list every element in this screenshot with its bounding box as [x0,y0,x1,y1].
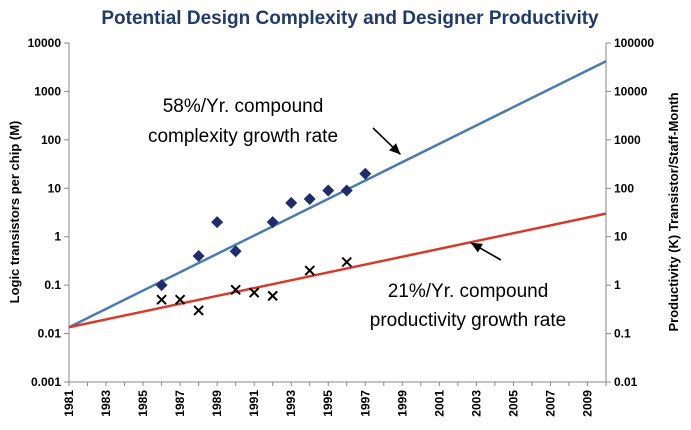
annotation-text: 21%/Yr. compound [388,281,549,302]
x-tick-label: 1995 [321,390,335,417]
y-tick-label-right: 0.01 [614,375,638,389]
x-point [230,284,241,296]
x-point [193,305,204,316]
x-tick-label: 1989 [210,390,224,417]
y-tick-label-right: 1 [614,278,621,292]
y-tick-label-right: 1000 [614,133,641,147]
y-tick-label-right: 0.1 [614,327,631,341]
y-tick-label-right: 10000 [614,84,648,98]
x-tick-label: 1981 [62,390,76,417]
annotation-arrow-head [389,143,401,155]
x-tick-label: 1985 [136,390,150,417]
x-tick-label: 2001 [432,390,446,417]
diamond-point [359,167,372,180]
y-axis-title-right: Productivity (K) Transistor/Staff-Month [666,92,681,331]
annotation-text: complexity growth rate [148,126,338,147]
trend-line-1 [68,212,607,329]
x-point [304,265,315,276]
x-point [341,256,352,268]
diamond-point [303,193,316,206]
annotation-text: productivity growth rate [370,310,566,331]
y-tick-label-right: 100 [614,181,634,195]
y-tick-label-left: 100 [41,133,61,147]
x-tick-label: 1991 [247,390,261,417]
x-point [267,290,278,302]
x-point [174,294,186,305]
y-tick-label-left: 0.01 [38,327,62,341]
diamond-point [340,184,353,197]
x-tick-label: 1987 [173,390,187,417]
y-tick-label-left: 1000 [34,84,61,98]
x-tick-label: 1993 [284,390,298,417]
diamond-point [211,216,224,229]
y-tick-label-left: 0.001 [31,375,61,389]
x-tick-label: 1983 [99,390,113,417]
y-tick-label-right: 100000 [614,36,654,50]
y-tick-label-right: 10 [614,230,628,244]
y-tick-label-left: 1 [54,230,61,244]
x-tick-label: 2003 [469,390,483,417]
y-tick-label-left: 10 [48,181,62,195]
x-tick-label: 1997 [358,390,372,417]
plot-area: 0.001 0.01 0.1 1 10 100 1000 10000 0.01 0.1 1 10 100… [7,36,681,417]
diamond-point [285,196,298,209]
y-tick-label-left: 0.1 [44,278,61,292]
x-point [248,287,260,298]
chart-title: Potential Design Complexity and Designer… [101,8,599,29]
annotation-arrow-head [470,242,483,253]
y-tick-label-left: 10000 [28,36,62,50]
diamond-point [229,245,242,258]
x-tick-label: 2007 [543,390,557,417]
y-axis-title-left: Logic transistors per chip (M) [7,121,22,304]
diamond-point [322,184,335,197]
x-tick-label: 2009 [580,390,594,417]
annotation-text: 58%/Yr. compound [163,96,324,117]
x-point [156,294,167,305]
diamond-point [192,249,205,262]
x-tick-label: 2005 [506,390,520,417]
diamond-point [155,279,168,292]
x-tick-label: 1999 [395,390,409,417]
diamond-point [266,216,279,229]
